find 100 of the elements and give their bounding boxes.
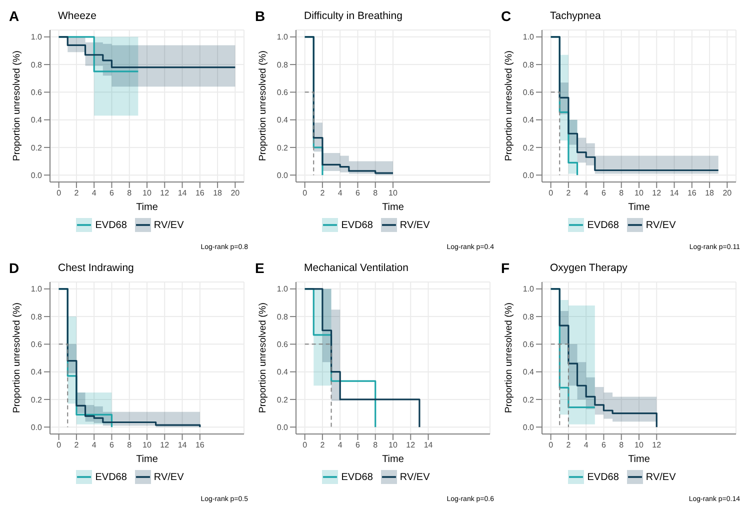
y-tick-label: 0.6 <box>30 340 43 350</box>
x-tick-label: 14 <box>178 188 188 198</box>
y-tick-label: 1.0 <box>276 284 289 294</box>
text: F <box>501 260 510 276</box>
x-tick-label: 4 <box>584 188 589 198</box>
y-tick-label: 0.8 <box>30 60 43 70</box>
text: A <box>9 8 20 24</box>
y-tick-label: 0.6 <box>522 88 535 98</box>
y-tick-label: 1.0 <box>522 32 535 42</box>
x-tick-label: 10 <box>388 440 398 450</box>
y-tick-label: 0.2 <box>522 143 535 152</box>
legend-label: RV/EV <box>646 220 676 230</box>
x-tick-label: 4 <box>338 188 343 198</box>
y-tick-label: 0.8 <box>522 312 535 322</box>
y-tick-label: 0.6 <box>522 340 535 350</box>
y-axis-title: Proportion unresolved (%) <box>257 50 268 161</box>
legend-label: RV/EV <box>154 472 184 482</box>
chart-title: Tachypnea <box>550 10 601 22</box>
x-axis-title: Time <box>136 202 158 213</box>
x-tick-label: 8 <box>373 188 378 198</box>
legend-label: EVD68 <box>587 220 619 230</box>
text: B <box>255 8 266 24</box>
x-tick-label: 12 <box>406 440 416 450</box>
legend-label: RV/EV <box>646 472 676 482</box>
x-tick-label: 0 <box>56 188 62 198</box>
x-tick-label: 6 <box>356 440 360 450</box>
x-tick-label: 8 <box>127 440 132 450</box>
x-tick-label: 20 <box>722 188 732 198</box>
x-tick-label: 14 <box>424 440 434 450</box>
y-tick-label: 0.8 <box>276 60 289 70</box>
y-tick-label: 1.0 <box>276 32 289 42</box>
x-tick-label: 4 <box>92 188 97 198</box>
x-tick-label: 2 <box>320 440 326 450</box>
y-tick-label: 0.4 <box>276 116 289 125</box>
chart-title: Chest Indrawing <box>58 262 134 274</box>
x-tick-label: 2 <box>74 188 80 198</box>
text: D <box>9 260 20 276</box>
y-axis-title: Proportion unresolved (%) <box>257 302 268 413</box>
x-tick-label: 6 <box>602 440 606 450</box>
y-tick-label: 1.0 <box>522 284 535 294</box>
y-tick-label: 0.0 <box>30 170 43 180</box>
chart-title: Wheeze <box>58 10 97 22</box>
y-tick-label: 0.2 <box>276 143 289 152</box>
y-axis-title: Proportion unresolved (%) <box>11 50 22 161</box>
x-tick-label: 8 <box>373 440 378 450</box>
x-tick-label: 2 <box>320 188 326 198</box>
legend-label: RV/EV <box>154 220 184 230</box>
x-tick-label: 6 <box>110 440 114 450</box>
y-tick-label: 0.6 <box>30 88 43 98</box>
x-tick-label: 0 <box>548 188 554 198</box>
legend-label: EVD68 <box>341 472 373 482</box>
x-tick-label: 12 <box>160 188 170 198</box>
legend-label: EVD68 <box>587 472 619 482</box>
x-tick-label: 6 <box>110 188 114 198</box>
legend-label: RV/EV <box>400 472 430 482</box>
x-tick-label: 10 <box>142 188 152 198</box>
x-tick-label: 18 <box>213 188 223 198</box>
x-tick-label: 10 <box>388 188 398 198</box>
legend-label: EVD68 <box>95 472 127 482</box>
x-tick-label: 14 <box>178 440 188 450</box>
x-tick-label: 4 <box>584 440 589 450</box>
legend-label: EVD68 <box>95 220 127 230</box>
x-axis-title: Time <box>628 454 650 465</box>
x-tick-label: 0 <box>302 440 308 450</box>
x-tick-label: 12 <box>652 188 662 198</box>
y-tick-label: 0.4 <box>30 116 43 125</box>
y-tick-label: 0.0 <box>522 170 535 180</box>
y-tick-label: 0.2 <box>276 395 289 404</box>
y-tick-label: 0.0 <box>276 422 289 432</box>
y-tick-label: 0.4 <box>276 368 289 377</box>
y-tick-label: 0.0 <box>276 170 289 180</box>
y-tick-label: 0.0 <box>522 422 535 432</box>
chart-title: Oxygen Therapy <box>550 262 628 274</box>
x-tick-label: 0 <box>548 440 554 450</box>
x-axis-title: Time <box>136 454 158 465</box>
x-tick-label: 16 <box>195 188 205 198</box>
text: E <box>255 260 264 276</box>
x-tick-label: 2 <box>566 440 572 450</box>
x-tick-label: 10 <box>142 440 152 450</box>
x-tick-label: 4 <box>338 440 343 450</box>
x-tick-label: 2 <box>74 440 80 450</box>
x-tick-label: 8 <box>619 188 624 198</box>
x-tick-label: 6 <box>356 188 360 198</box>
x-tick-label: 4 <box>92 440 97 450</box>
y-tick-label: 0.4 <box>30 368 43 377</box>
y-tick-label: 0.2 <box>522 395 535 404</box>
x-tick-label: 18 <box>705 188 715 198</box>
text: C <box>501 8 512 24</box>
y-tick-label: 0.8 <box>276 312 289 322</box>
x-tick-label: 16 <box>687 188 697 198</box>
y-axis-title: Proportion unresolved (%) <box>503 50 514 161</box>
x-tick-label: 10 <box>634 440 644 450</box>
x-axis-title: Time <box>382 454 404 465</box>
x-tick-label: 20 <box>230 188 240 198</box>
y-tick-label: 0.8 <box>522 60 535 70</box>
x-tick-label: 8 <box>619 440 624 450</box>
x-tick-label: 8 <box>127 188 132 198</box>
x-tick-label: 12 <box>160 440 170 450</box>
x-tick-label: 10 <box>634 188 644 198</box>
y-tick-label: 0.0 <box>30 422 43 432</box>
